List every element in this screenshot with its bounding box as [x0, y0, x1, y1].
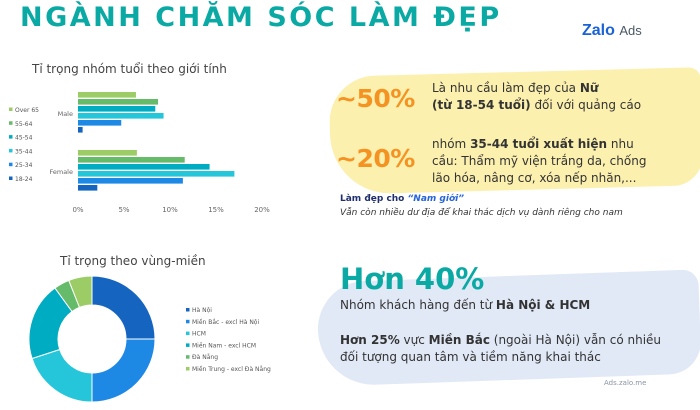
bar-female-18-24 — [78, 185, 98, 191]
stat2-line1-bold: 35-44 tuổi xuất hiện — [470, 137, 608, 151]
stat-over-40-percent: Hơn 40% — [340, 262, 485, 296]
legend-label: 55-64 — [15, 121, 33, 128]
donut-slice — [91, 338, 156, 403]
legend-swatch-over-65 — [9, 107, 13, 111]
stat2-line1: nhóm 35-44 tuổi xuất hiện nhu — [432, 136, 634, 153]
bar-chart-title: Tỉ trọng nhóm tuổi theo giới tính — [32, 62, 227, 76]
donut-legend-label: Hà Nội — [192, 307, 212, 314]
zalo-ads-logo: Zalo Ads — [582, 22, 642, 40]
north-line1: Hơn 25% vực Miền Bắc (ngoài Hà Nội) vẫn … — [340, 332, 661, 349]
region-line: Nhóm khách hàng đến từ Hà Nội & HCM — [340, 297, 590, 314]
north-post: (ngoài Hà Nội) vẫn có nhiều — [489, 333, 662, 347]
stat2-line2: cầu: Thẩm mỹ viện trắng da, chống — [432, 154, 647, 168]
donut-legend-label: Miền Nam - excl HCM — [192, 341, 256, 349]
legend-swatch-18-24 — [9, 176, 13, 180]
donut-slice — [31, 348, 93, 403]
north-line2: đối tượng quan tâm và tiềm năng khai thá… — [340, 350, 601, 364]
legend-label: 18-24 — [15, 176, 33, 183]
donut-legend-swatch — [186, 308, 190, 312]
x-tick-label: 5% — [118, 206, 129, 214]
stat1-line1-bold: Nữ — [579, 81, 599, 95]
legend-label: 35-44 — [15, 148, 33, 155]
stat1-line2-bold: (từ 18-54 tuổi) — [432, 98, 531, 112]
bar-female-35-44 — [78, 171, 235, 177]
brand-zalo: Zalo — [582, 22, 615, 39]
male-heading-quote: “Nam giới” — [407, 194, 465, 204]
x-tick-label: 15% — [208, 206, 224, 214]
stat1-line1: Là nhu cầu làm đẹp của Nữ — [432, 80, 598, 97]
bar-female-55-64 — [78, 157, 185, 163]
donut-legend-swatch — [186, 367, 190, 371]
donut-legend-swatch — [186, 343, 190, 347]
stat2-line3: lão hóa, nâng cơ, xóa nếp nhăn,... — [432, 171, 637, 185]
donut-legend-swatch — [186, 355, 190, 359]
stat2-line1-text: nhóm — [432, 137, 471, 151]
legend-swatch-55-64 — [9, 121, 13, 125]
page-title: NGÀNH CHĂM SÓC LÀM ĐẸP — [20, 2, 502, 33]
north-bold2: Miền Bắc — [428, 333, 490, 347]
bar-male-45-54 — [78, 106, 156, 112]
x-tick-label: 20% — [254, 206, 270, 214]
male-beauty-heading: Làm đẹp cho “Nam giới” — [340, 194, 464, 204]
donut-slice — [68, 275, 93, 309]
stat-20-percent: ~20% — [336, 144, 415, 173]
donut-legend-label: HCM — [192, 331, 206, 338]
donut-legend-swatch — [186, 319, 190, 324]
donut-legend-swatch — [186, 331, 190, 336]
bar-female-over-65 — [78, 150, 137, 156]
stat-50-percent: ~50% — [336, 84, 415, 113]
category-label-female: Female — [49, 168, 73, 176]
legend-label: Over 65 — [15, 107, 39, 114]
bar-male-18-24 — [78, 127, 83, 133]
bar-female-45-54 — [78, 164, 210, 170]
x-tick-label: 10% — [162, 206, 178, 214]
north-bold1: Hơn 25% — [340, 333, 400, 347]
legend-swatch-35-44 — [9, 148, 13, 153]
category-label-male: Male — [58, 110, 73, 118]
legend-label: 25-34 — [15, 162, 33, 169]
legend-label: 45-54 — [15, 135, 33, 142]
donut-slice — [91, 275, 156, 340]
stat1-line1-text: Là nhu cầu làm đẹp của — [432, 81, 580, 95]
male-beauty-note: Vẫn còn nhiều dư địa để khai thác dịch v… — [340, 208, 623, 218]
legend-swatch-45-54 — [9, 135, 13, 139]
region-line-bold: Hà Nội & HCM — [495, 298, 591, 312]
stat2-line1-tail: nhu — [607, 137, 634, 151]
donut-legend-label: Miền Trung - excl Đà Nẵng — [192, 365, 271, 373]
bar-male-25-34 — [78, 120, 122, 126]
stat1-line2-text: đối với quảng cáo — [530, 98, 642, 112]
bar-female-25-34 — [78, 178, 183, 184]
donut-chart-title: Tỉ trọng theo vùng-miền — [60, 254, 206, 268]
bar-male-35-44 — [78, 113, 164, 119]
bar-male-over-65 — [78, 92, 136, 98]
male-heading-text: Làm đẹp cho — [340, 194, 408, 204]
donut-legend-label: Đà Nẵng — [192, 354, 218, 361]
stat1-line2: (từ 18-54 tuổi) đối với quảng cáo — [432, 97, 641, 114]
donut-legend-label: Miền Bắc - excl Hà Nội — [192, 318, 259, 326]
bar-male-55-64 — [78, 99, 159, 105]
source-label: Ads.zalo.me — [604, 379, 647, 387]
x-tick-label: 0% — [72, 206, 83, 214]
north-pre: vực — [399, 333, 429, 347]
region-line-text: Nhóm khách hàng đến từ — [340, 298, 496, 312]
legend-swatch-25-34 — [9, 162, 13, 167]
brand-ads: Ads — [619, 23, 642, 38]
